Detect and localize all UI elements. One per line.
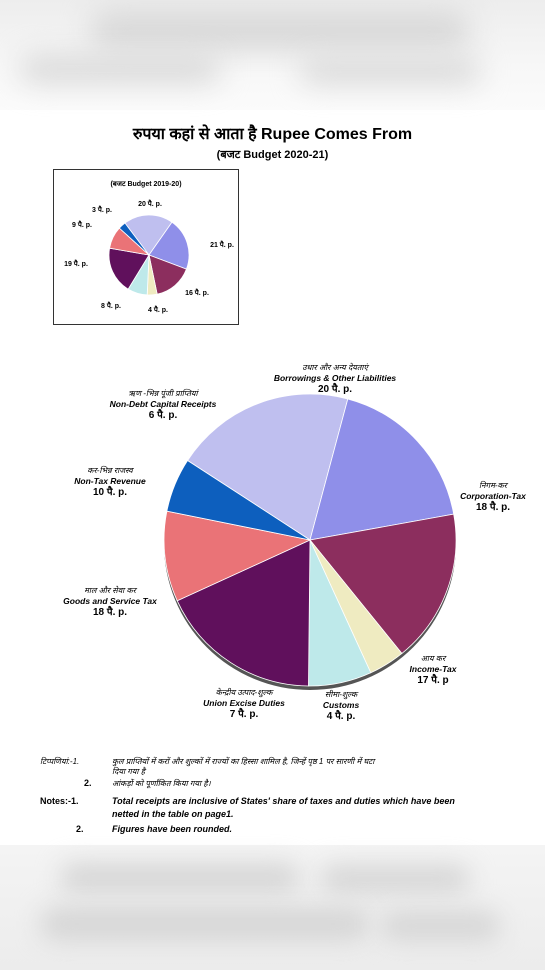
inset-value-label-1: 21 पै. p. [210, 240, 234, 249]
note-hi-2: आंकड़ों को पूर्णांकित किया गया है। [112, 779, 211, 788]
inset-value-label-7: 3 पै. p. [92, 205, 112, 214]
blurred-text-smear [320, 865, 470, 893]
label-en: Corporation-Tax [460, 491, 526, 501]
label-hi: उधार और अन्य देयताएं [302, 363, 368, 372]
label-hi: आय कर [420, 654, 446, 663]
inset-value-label-4: 8 पै. p. [101, 301, 121, 310]
label-hi: ऋण -भिन्न पूंजी प्राप्तियां [128, 389, 198, 398]
note-hi-label: टिप्पणियां:-1. [40, 757, 80, 766]
note-en-1: Total receipts are inclusive of States' … [112, 796, 455, 806]
note-hi-1: कुल प्राप्तियों में करों और शुल्कों में … [112, 757, 375, 766]
label-hi: कर-भिन्न राजस्व [87, 466, 133, 475]
label-hi: केन्द्रीय उत्पाद-शुल्क [215, 688, 273, 697]
label-hi: माल और सेवा कर [84, 586, 136, 595]
note-en-1-cont: netted in the table on page1. [112, 809, 234, 819]
blurred-text-smear [90, 10, 470, 50]
note-en-label: Notes:-1. [40, 796, 79, 806]
label-borrowings: उधार और अन्य देयताएं Borrowings & Other … [255, 363, 415, 396]
label-value: 6 पै. p. [148, 409, 178, 421]
main-pie-slice-6 [163, 510, 312, 602]
inset-pie-slice-1 [148, 221, 190, 270]
main-pie-slice-1 [309, 398, 455, 541]
label-non-debt-capital: ऋण -भिन्न पूंजी प्राप्तियां Non-Debt Cap… [92, 389, 234, 422]
inset-pie-chart: 20 पै. p. 21 पै. p. 16 पै. p. 4 पै. p. 8 पै.… [64, 199, 234, 314]
inset-chart-box: (बजट Budget 2019-20) 20 पै. p. 21 पै. p. 1… [53, 169, 239, 325]
blurred-text-smear [20, 55, 220, 83]
label-value: 4 पै. p. [326, 710, 356, 722]
label-value: 7 पै. p. [229, 708, 259, 720]
label-gst: माल और सेवा कर Goods and Service Tax 18 … [52, 586, 168, 619]
label-value: 10 पै. p. [92, 486, 128, 498]
main-pie-slice-5 [176, 539, 311, 687]
blurred-text-smear [40, 907, 370, 941]
label-en: Goods and Service Tax [63, 596, 157, 606]
inset-pie-slice-0 [124, 214, 173, 256]
note-en-2: Figures have been rounded. [112, 824, 233, 834]
blurred-text-smear [60, 863, 300, 893]
main-pie-chart [163, 393, 457, 690]
label-en: Income-Tax [409, 664, 457, 674]
page-title: रुपया कहां से आता है Rupee Comes From [132, 126, 413, 143]
note-hi-num-2: 2. [84, 778, 92, 788]
label-hi: निगम-कर [479, 481, 507, 490]
page-subtitle: (बजट Budget 2020-21) [216, 149, 329, 161]
label-income-tax: आय कर Income-Tax 17 पै. p [395, 654, 471, 687]
label-en: Union Excise Duties [203, 698, 285, 708]
label-non-tax-revenue: कर-भिन्न राजस्व Non-Tax Revenue 10 पै. p… [62, 466, 158, 499]
blurred-text-smear [380, 911, 500, 941]
inset-pie-slice-7 [118, 222, 150, 256]
main-pie-slice-0 [187, 393, 349, 541]
note-en-num-2: 2. [76, 824, 84, 834]
label-en: Customs [322, 700, 360, 710]
label-union-excise: केन्द्रीय उत्पाद-शुल्क Union Excise Duti… [186, 688, 302, 721]
main-pie-slice-2 [309, 513, 457, 655]
note-hi-1-cont: दिया गया है [112, 767, 145, 776]
label-hi: सीमा-शुल्क [324, 690, 358, 699]
label-en: Non-Tax Revenue [74, 476, 146, 486]
inset-value-label-5: 19 पै. p. [64, 259, 88, 268]
label-value: 18 पै. p. [92, 606, 128, 618]
blurred-text-smear [300, 58, 480, 84]
label-value: 20 पै. p. [317, 383, 353, 395]
label-value: 17 पै. p [417, 674, 449, 686]
inset-chart-title: (बजट Budget 2019-20) [110, 181, 182, 188]
label-en: Borrowings & Other Liabilities [273, 373, 397, 383]
main-pie-slice-7 [166, 459, 311, 541]
blurred-footer-region [0, 845, 545, 970]
inset-value-label-2: 16 पै. p. [185, 288, 209, 297]
label-value: 18 पै. p. [475, 501, 511, 513]
inset-value-label-3: 4 पै. p. [148, 305, 168, 314]
inset-value-label-6: 9 पै. p. [72, 220, 92, 229]
inset-pie-slice-5 [108, 247, 150, 290]
label-corporation-tax: निगम-कर Corporation-Tax 18 पै. p. [445, 481, 541, 514]
label-customs: सीमा-शुल्क Customs 4 पै. p. [308, 690, 374, 723]
label-en: Non-Debt Capital Receipts [109, 399, 217, 409]
inset-value-label-0: 20 पै. p. [138, 199, 162, 208]
blurred-header-region [0, 0, 545, 110]
